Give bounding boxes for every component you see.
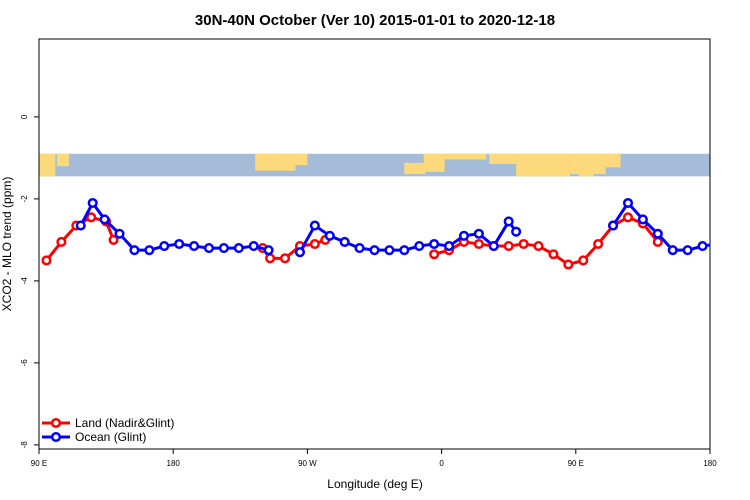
data-point: [652, 236, 663, 247]
data-point: [354, 243, 365, 254]
data-point: [682, 245, 693, 256]
x-axis: 90 E 180 90 W 0 90 E 180: [31, 449, 717, 468]
x-tick-label: 0: [439, 459, 444, 468]
y-axis-label: XCO2 - MLO trend (ppm): [0, 177, 14, 312]
data-point: [622, 212, 634, 223]
data-point: [697, 241, 708, 252]
data-point: [189, 241, 200, 252]
data-point: [369, 245, 380, 256]
series-ocean: [75, 197, 722, 258]
map-land-mass: [489, 153, 517, 164]
y-tick-label: -4: [20, 277, 29, 285]
data-point: [429, 238, 440, 250]
data-point: [248, 241, 259, 252]
data-point: [309, 238, 320, 250]
data-point: [548, 249, 559, 260]
map-land-mass: [444, 153, 487, 160]
x-tick-label: 180: [167, 459, 181, 468]
x-axis-label: Longitude (deg E): [327, 477, 422, 491]
data-point: [667, 245, 678, 256]
data-point: [511, 226, 522, 237]
legend-entry: Ocean (Glint): [75, 430, 146, 444]
data-point: [714, 240, 722, 248]
data-point: [473, 238, 484, 250]
map-land-mass: [56, 153, 69, 167]
data-point: [87, 197, 98, 209]
data-point: [503, 241, 514, 252]
world-map-strip: [39, 153, 710, 177]
data-point: [563, 259, 574, 270]
x-tick-label: 90 E: [568, 459, 584, 468]
y-axis: 0 -2 -4 -6 -8: [20, 114, 39, 448]
data-point: [41, 255, 52, 266]
y-tick-label: -8: [20, 441, 29, 449]
legend-entry: Land (Nadir&Glint): [75, 416, 174, 430]
chart-title: 30N-40N October (Ver 10) 2015-01-01 to 2…: [195, 12, 555, 29]
data-point: [429, 249, 440, 260]
data-point: [458, 230, 470, 241]
legend-swatch-marker: [50, 431, 62, 443]
data-point: [218, 243, 229, 254]
data-point: [414, 241, 425, 252]
data-point: [203, 243, 215, 254]
data-point: [503, 216, 514, 227]
data-point: [279, 253, 291, 264]
data-point: [108, 234, 119, 245]
series-line: [298, 219, 518, 253]
data-point: [593, 238, 604, 250]
x-tick-label: 90 E: [31, 459, 47, 468]
plot-frame: [38, 38, 711, 450]
data-point: [488, 241, 499, 252]
x-tick-label: 90 W: [298, 459, 317, 468]
data-point: [309, 220, 320, 231]
series-land: [41, 212, 663, 270]
data-point: [637, 214, 648, 225]
legend: Land (Nadir&Glint)Ocean (Glint): [42, 416, 174, 444]
map-land-mass: [578, 162, 594, 177]
data-point: [114, 228, 125, 239]
data-point: [99, 214, 110, 225]
data-point: [578, 255, 589, 266]
data-point: [294, 247, 305, 258]
data-point: [144, 245, 155, 256]
map-land-mass: [516, 153, 570, 177]
data-point: [533, 241, 544, 252]
data-point: [129, 245, 140, 256]
data-point: [263, 245, 274, 256]
y-tick-label: -6: [20, 359, 29, 367]
data-point: [652, 228, 663, 239]
x-tick-label: 180: [703, 459, 717, 468]
map-land-mass: [39, 153, 56, 177]
data-point: [339, 236, 350, 247]
data-point: [174, 238, 185, 250]
data-point: [622, 197, 634, 209]
data-point: [159, 241, 170, 252]
series-layer: [41, 197, 722, 270]
data-point: [444, 241, 455, 252]
data-point: [75, 220, 86, 231]
data-point: [86, 212, 97, 223]
map-land-mass: [605, 153, 621, 168]
data-point: [56, 236, 67, 247]
data-point: [608, 220, 619, 231]
map-land-mass: [404, 162, 426, 175]
data-point: [518, 238, 529, 250]
data-point: [233, 243, 244, 254]
data-point: [324, 230, 335, 241]
data-point: [399, 245, 410, 256]
map-land-mass: [423, 153, 445, 172]
legend-swatch-marker: [50, 417, 62, 429]
data-point: [265, 253, 276, 264]
data-point: [384, 245, 395, 256]
series-line: [433, 215, 659, 266]
y-tick-label: 0: [20, 114, 29, 119]
data-point: [473, 228, 484, 239]
y-tick-label: -2: [20, 195, 29, 203]
map-land-mass: [276, 153, 308, 166]
